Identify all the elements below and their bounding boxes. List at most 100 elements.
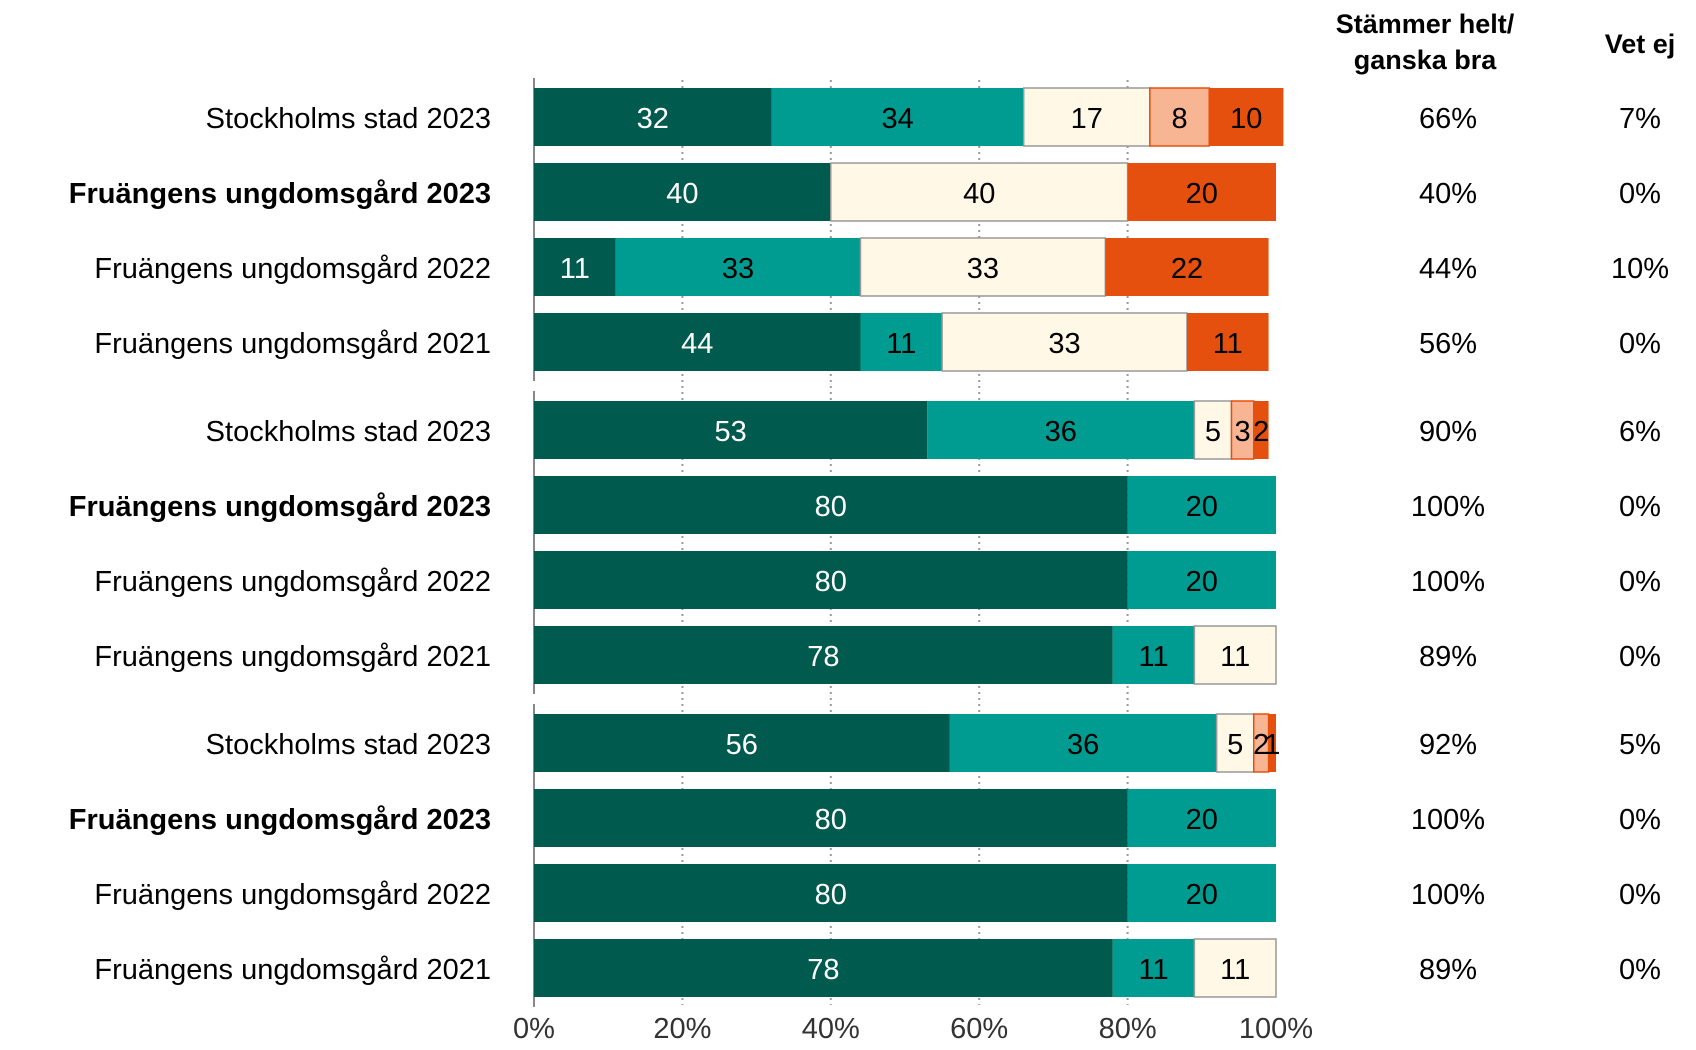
row-label: Fruängens ungdomsgård 2022 xyxy=(94,566,491,598)
bar-value-label: 33 xyxy=(722,253,754,285)
header-dont-know-text: Vet ej xyxy=(1604,29,1676,59)
row-label: Fruängens ungdomsgård 2023 xyxy=(69,491,491,523)
bar-segment xyxy=(860,313,943,371)
row-label: Fruängens ungdomsgård 2021 xyxy=(94,954,491,986)
bar-value-label: 20 xyxy=(1186,804,1218,836)
agree-value: 66% xyxy=(1419,103,1477,135)
bar-segment xyxy=(1193,625,1277,685)
bar-segment xyxy=(830,162,1129,222)
row-label: Fruängens ungdomsgård 2023 xyxy=(69,804,491,836)
bar-value-label: 11 xyxy=(1213,328,1243,360)
agree-value: 100% xyxy=(1411,491,1485,523)
dont-know-value: 0% xyxy=(1619,328,1661,360)
bar-segment xyxy=(534,789,1128,847)
bar-segment xyxy=(534,163,831,221)
x-tick-label: 40% xyxy=(802,1013,860,1045)
bar-segment xyxy=(534,313,861,371)
bar-segment xyxy=(534,401,928,459)
bar-value-label: 20 xyxy=(1186,178,1218,210)
bar-segment xyxy=(534,238,616,296)
bar-segment xyxy=(534,476,1128,534)
bar-value-label: 80 xyxy=(815,491,847,523)
dont-know-value: 6% xyxy=(1619,416,1661,448)
bar-segment xyxy=(1127,163,1276,221)
bar-value-label: 33 xyxy=(967,253,999,285)
bar-value-label: 11 xyxy=(1139,641,1169,673)
bar-value-label: 11 xyxy=(560,253,590,285)
bar-segment xyxy=(1127,476,1276,534)
row-label: Fruängens ungdomsgård 2023 xyxy=(69,178,491,210)
agree-value: 44% xyxy=(1419,253,1477,285)
bar-segment xyxy=(534,714,950,772)
bar-segment xyxy=(771,88,1024,146)
agree-value: 100% xyxy=(1411,566,1485,598)
bar-segment xyxy=(1268,714,1276,772)
header-agree: Stämmer helt/ ganska bra xyxy=(1310,6,1540,79)
dont-know-value: 0% xyxy=(1619,954,1661,986)
row-label: Fruängens ungdomsgård 2021 xyxy=(94,641,491,673)
bar-value-label: 3 xyxy=(1235,416,1251,448)
bar-value-label: 80 xyxy=(815,566,847,598)
agree-value: 89% xyxy=(1419,641,1477,673)
bar-value-label: 5 xyxy=(1227,729,1243,761)
header-agree-text: Stämmer helt/ ganska bra xyxy=(1335,9,1515,76)
row-label: Stockholms stad 2023 xyxy=(206,103,491,135)
bar-value-label: 8 xyxy=(1171,103,1187,135)
bar-value-label: 5 xyxy=(1205,416,1221,448)
bar-segment xyxy=(941,312,1188,372)
bar-value-label: 34 xyxy=(881,103,913,135)
row-label: Fruängens ungdomsgård 2022 xyxy=(94,253,491,285)
bar-value-label: 44 xyxy=(681,328,713,360)
bar-value-label: 40 xyxy=(666,178,698,210)
bar-value-label: 33 xyxy=(1048,328,1080,360)
bar-value-label: 36 xyxy=(1045,416,1077,448)
bar-value-label: 32 xyxy=(637,103,669,135)
bar-value-label: 80 xyxy=(815,879,847,911)
header-dont-know: Vet ej xyxy=(1585,26,1695,62)
bar-value-label: 11 xyxy=(1220,954,1250,986)
bar-value-label: 53 xyxy=(714,416,746,448)
bar-value-label: 10 xyxy=(1230,103,1262,135)
bar-segment xyxy=(1022,87,1151,147)
bar-segment xyxy=(534,864,1128,922)
dont-know-value: 0% xyxy=(1619,641,1661,673)
bar-value-label: 11 xyxy=(1139,954,1169,986)
dont-know-value: 5% xyxy=(1619,729,1661,761)
dont-know-value: 0% xyxy=(1619,804,1661,836)
bar-value-label: 20 xyxy=(1186,566,1218,598)
x-tick-label: 100% xyxy=(1239,1013,1313,1045)
row-label: Stockholms stad 2023 xyxy=(206,416,491,448)
dont-know-value: 10% xyxy=(1611,253,1669,285)
dont-know-value: 0% xyxy=(1619,491,1661,523)
bar-value-label: 22 xyxy=(1171,253,1203,285)
bar-segment xyxy=(1149,87,1210,147)
bar-segment xyxy=(1105,238,1269,296)
bar-segment xyxy=(534,88,772,146)
bar-segment xyxy=(534,939,1113,997)
bar-value-label: 2 xyxy=(1253,416,1269,448)
bar-value-label: 11 xyxy=(886,328,916,360)
dont-know-value: 7% xyxy=(1619,103,1661,135)
bar-segment xyxy=(1127,551,1276,609)
x-tick-label: 60% xyxy=(950,1013,1008,1045)
bar-value-label: 20 xyxy=(1186,491,1218,523)
bar-value-label: 20 xyxy=(1186,879,1218,911)
bar-segment xyxy=(534,551,1128,609)
bar-value-label: 80 xyxy=(815,804,847,836)
bar-segment xyxy=(1253,401,1269,459)
x-tick-label: 20% xyxy=(653,1013,711,1045)
bar-segment xyxy=(1127,789,1276,847)
bar-value-label: 36 xyxy=(1067,729,1099,761)
bar-segment xyxy=(1112,939,1195,997)
agree-value: 100% xyxy=(1411,879,1485,911)
bar-segment xyxy=(1186,313,1269,371)
agree-value: 100% xyxy=(1411,804,1485,836)
agree-value: 56% xyxy=(1419,328,1477,360)
agree-value: 40% xyxy=(1419,178,1477,210)
row-label: Stockholms stad 2023 xyxy=(206,729,491,761)
dont-know-value: 0% xyxy=(1619,178,1661,210)
bar-segment xyxy=(1209,88,1284,146)
bar-value-label: 78 xyxy=(807,954,839,986)
row-label: Fruängens ungdomsgård 2021 xyxy=(94,328,491,360)
